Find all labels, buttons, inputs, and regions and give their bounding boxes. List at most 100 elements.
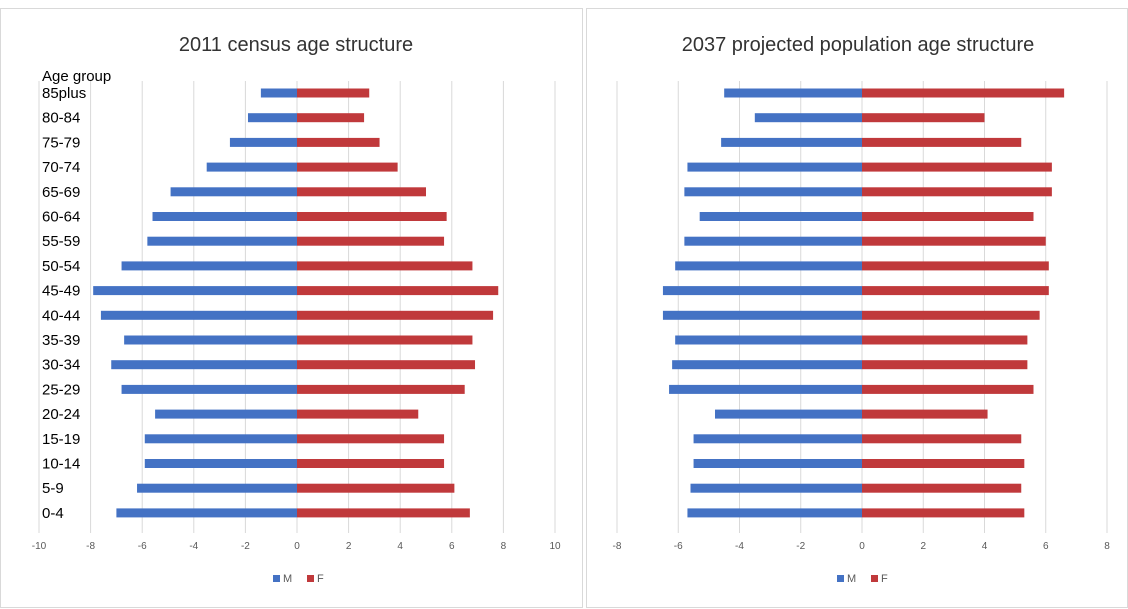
chart-2011-category-label: 25-29: [42, 381, 80, 398]
chart-2037-x-tick-label: -8: [613, 541, 622, 552]
chart-2037-bar-m: [675, 261, 862, 271]
chart-2011-bar-m: [116, 508, 298, 518]
chart-panel-2037: 2037 projected population age structure -…: [586, 8, 1128, 608]
chart-2037-bar-f: [862, 261, 1049, 271]
chart-2011-x-tick-label: -6: [138, 541, 147, 552]
chart-2011-bar-m: [121, 261, 297, 271]
chart-2037-bar-m: [662, 310, 862, 320]
chart-2037-bar-f: [862, 409, 988, 419]
chart-2011-bar-f: [297, 483, 455, 493]
chart-2011-bar-f: [297, 335, 473, 345]
chart-2037-bar-m: [687, 508, 862, 518]
chart-2037-bar-f: [862, 88, 1065, 98]
chart-2037-bar-m: [684, 187, 862, 197]
chart-2011-bar-f: [297, 310, 494, 320]
chart-2037-bar-m: [699, 212, 862, 221]
chart-2011-bar-f: [297, 286, 499, 296]
chart-2011-category-label: 20-24: [42, 406, 80, 423]
chart-2037-bar-f: [862, 508, 1025, 518]
chart-2011-x-tick-label: 4: [397, 541, 403, 552]
chart-2011-bar-f: [297, 508, 470, 518]
chart-2037-bar-f: [862, 335, 1028, 345]
chart-2011-bar-f: [297, 88, 370, 98]
chart-2037-bar-f: [862, 483, 1022, 493]
chart-2037-bar-f: [862, 384, 1034, 394]
chart-2037-bar-m: [669, 384, 862, 394]
chart-2011-bar-f: [297, 384, 465, 394]
chart-2011-title: 2011 census age structure: [179, 34, 413, 56]
chart-2011-bar-m: [121, 384, 297, 394]
chart-2011-bar-m: [147, 236, 297, 246]
chart-2011-category-label: 55-59: [42, 233, 80, 250]
chart-2037-bar-f: [862, 286, 1049, 296]
chart-2037-bar-m: [693, 434, 862, 444]
chart-2037-bar-f: [862, 187, 1052, 197]
chart-2011-x-tick-label: 6: [449, 541, 455, 552]
chart-2011-x-tick-label: 2: [346, 541, 352, 552]
chart-2011-bar-m: [152, 212, 297, 221]
chart-2011-bar-m: [229, 137, 297, 147]
chart-2037-bar-m: [675, 335, 862, 345]
chart-2011-bar-f: [297, 261, 473, 271]
chart-2011-category-header: Age group: [42, 68, 111, 85]
chart-2037-bar-f: [862, 360, 1028, 370]
chart-panel-2011: 2011 census age structure Age group -10 -8 -…: [0, 8, 583, 608]
chart-2011-legend-swatch-f: [307, 575, 314, 582]
chart-2037-bar-m: [754, 113, 862, 123]
chart-2011-category-label: 10-14: [42, 456, 80, 473]
chart-2037-x-tick-label: 8: [1104, 541, 1110, 552]
chart-2011-bar-f: [297, 236, 445, 246]
chart-2011-bar-m: [247, 113, 297, 123]
chart-2011-category-label: 85plus: [42, 85, 86, 102]
chart-2011-bar-m: [260, 88, 297, 98]
chart-2037-bar-m: [687, 162, 862, 172]
chart-2011-category-label: 70-74: [42, 159, 80, 176]
chart-2011-category-label: 75-79: [42, 134, 80, 151]
chart-2011-category-label: 40-44: [42, 307, 80, 324]
chart-2037-bar-m: [724, 88, 862, 98]
chart-2011-x-tick-label: 8: [501, 541, 507, 552]
chart-2011-x-tick-label: 10: [549, 541, 561, 552]
chart-2011-bar-f: [297, 187, 426, 197]
chart-2037-bar-f: [862, 459, 1025, 468]
chart-2037-bar-f: [862, 137, 1022, 147]
chart-2037-bar-f: [862, 434, 1022, 444]
chart-2037-legend-label-m: M: [847, 573, 856, 585]
chart-2011-category-label: 30-34: [42, 357, 80, 374]
chart-2011-bar-f: [297, 113, 365, 123]
chart-2011-bar-f: [297, 360, 476, 370]
chart-2011-category-label: 0-4: [42, 505, 64, 522]
chart-2011-bar-m: [100, 310, 297, 320]
chart-2011-svg: 2011 census age structure Age group -10 -8 -…: [32, 34, 561, 585]
chart-2037-bar-f: [862, 162, 1052, 172]
chart-2011-bar-f: [297, 137, 380, 147]
chart-2037-bar-m: [662, 286, 862, 296]
chart-2037-legend-swatch-f: [871, 575, 878, 582]
chart-2037-svg: 2037 projected population age structure -…: [613, 34, 1111, 585]
chart-2011-category-label: 5-9: [42, 480, 64, 497]
chart-2011-x-tick-label: -8: [86, 541, 95, 552]
chart-2037-bar-m: [693, 459, 862, 468]
chart-2011-bar-m: [144, 434, 297, 444]
chart-2011-x-tick-label: -2: [241, 541, 250, 552]
chart-2011-category-label: 50-54: [42, 258, 80, 275]
chart-2011-bar-m: [206, 162, 297, 172]
chart-2011-category-label: 65-69: [42, 184, 80, 201]
chart-2037-x-tick-label: 6: [1043, 541, 1049, 552]
chart-2037-bar-f: [862, 310, 1040, 320]
chart-2011-bar-m: [155, 409, 297, 419]
chart-2037-bar-f: [862, 113, 985, 123]
chart-2011-bar-m: [144, 459, 297, 468]
chart-2011-bar-m: [93, 286, 298, 296]
chart-2037-x-tick-label: 2: [920, 541, 926, 552]
chart-2011-category-label: 60-64: [42, 209, 80, 226]
chart-2037-x-tick-label: -6: [674, 541, 683, 552]
chart-2011-bar-m: [170, 187, 297, 197]
chart-2011-bar-f: [297, 459, 445, 468]
chart-2011-category-label: 80-84: [42, 110, 80, 127]
chart-2037-bar-m: [690, 483, 862, 493]
chart-2011-bar-f: [297, 409, 419, 419]
chart-2037-x-tick-label: 4: [982, 541, 988, 552]
chart-2037-x-tick-label: -2: [796, 541, 805, 552]
chart-2011-bar-f: [297, 434, 445, 444]
